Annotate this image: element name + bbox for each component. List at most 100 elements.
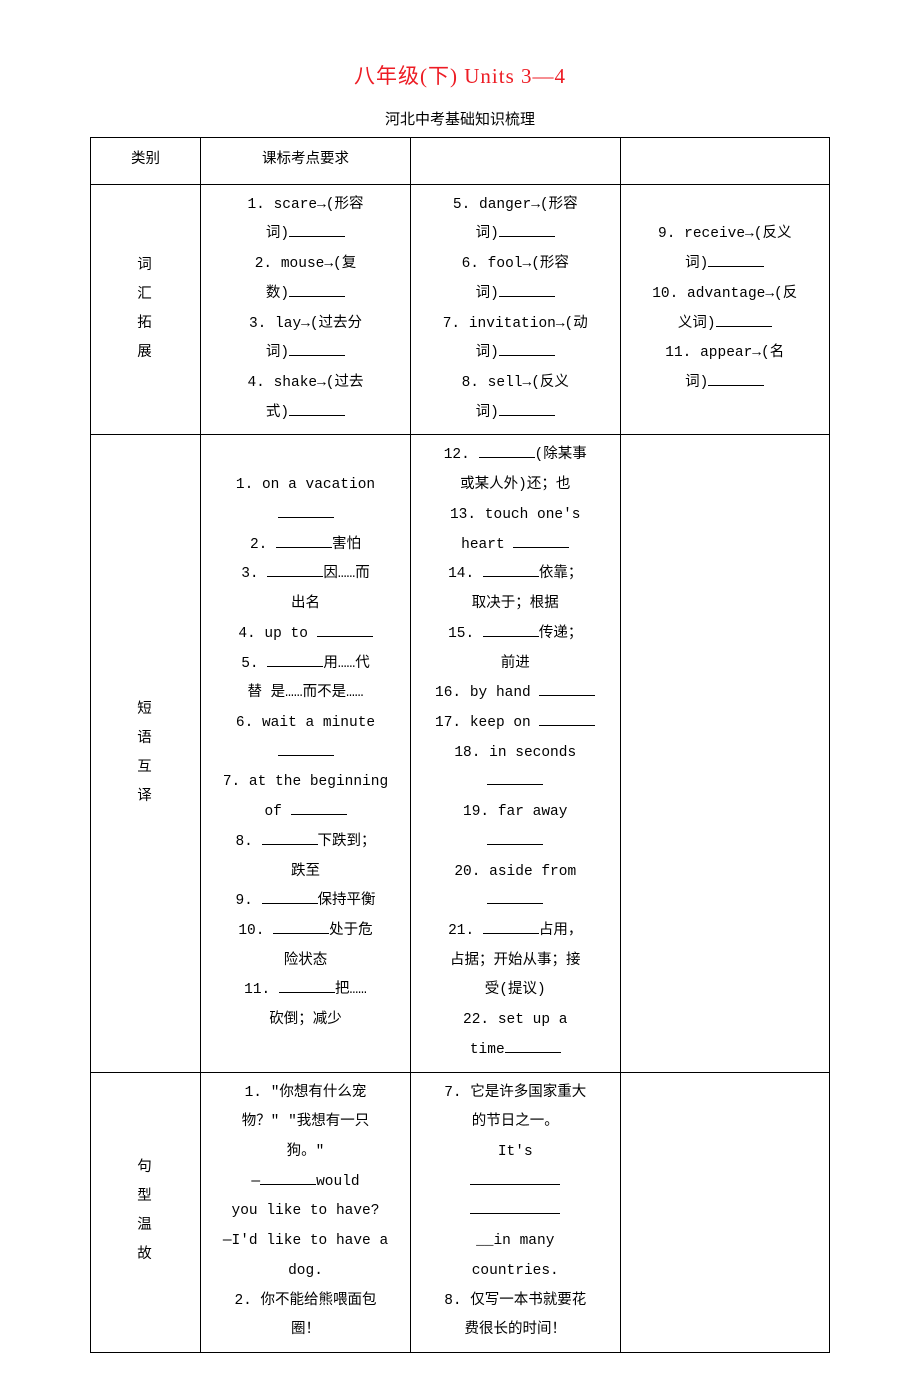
p10c: 险状态 [284, 953, 328, 969]
p7a: 7. at the beginning [223, 774, 388, 790]
p8c: 跌至 [291, 864, 320, 880]
vocab-label-1: 词 [137, 258, 154, 274]
p2b: 害怕 [332, 537, 361, 553]
s1e: would [316, 1174, 360, 1190]
p3c: 出名 [291, 596, 320, 612]
p6: 6. wait a minute [236, 715, 375, 731]
p1: 1. on a vacation [236, 477, 375, 493]
s2b: 圈！ [291, 1322, 320, 1338]
vocab-label-2: 汇 [137, 287, 154, 303]
vocab-label-3: 拓 [137, 316, 154, 332]
v-i7b: 词) [476, 345, 499, 361]
v-i10a: 10. advantage→(反 [652, 286, 797, 302]
p20: 20. aside from [454, 864, 576, 880]
p3b: 因……而 [323, 566, 369, 582]
p8a: 8. [235, 834, 261, 850]
s1g: —I'd like to have a [223, 1233, 388, 1249]
p22a: 22. set up a [463, 1012, 567, 1028]
p9b: 保持平衡 [318, 893, 376, 909]
page-subtitle: 河北中考基础知识梳理 [90, 108, 830, 129]
p5c: 替 是……而不是…… [247, 685, 363, 701]
sent-label-2: 型 [137, 1189, 154, 1205]
p11a: 11. [244, 982, 279, 998]
vocab-label: 词 汇 拓 展 [91, 184, 201, 435]
s8a: 8. 仅写一本书就要花 [444, 1293, 586, 1309]
header-category: 类别 [91, 138, 201, 185]
s2a: 2. 你不能给熊喂面包 [234, 1293, 376, 1309]
v-i2a: 2. mouse→(复 [255, 256, 357, 272]
s7d: __in many [476, 1233, 554, 1249]
v-i6b: 词) [476, 286, 499, 302]
p19: 19. far away [463, 804, 567, 820]
phr-label-4: 译 [137, 789, 154, 805]
p11b: 把…… [335, 982, 367, 998]
v-i3b: 词) [266, 345, 289, 361]
v-i2b: 数) [266, 286, 289, 302]
s7c: It's [498, 1144, 533, 1160]
p5b: 用……代 [323, 656, 369, 672]
sent-label-3: 温 [137, 1218, 154, 1234]
header-requirement: 课标考点要求 [201, 138, 411, 185]
document-page: 八年级(下) Units 3—4 河北中考基础知识梳理 类别 课标考点要求 词 … [0, 0, 920, 1393]
header-c4 [620, 138, 830, 185]
s1f: you like to have? [232, 1203, 380, 1219]
p12b: (除某事 [535, 447, 587, 463]
p21a: 21. [448, 923, 483, 939]
p14c: 取决于；根据 [472, 596, 559, 612]
header-c3 [411, 138, 621, 185]
p21d: 受(提议) [485, 982, 546, 998]
phrases-col2: 1. on a vacation 2. 害怕 3. 因……而 出名 4. up … [201, 435, 411, 1072]
p21c: 占据；开始从事；接 [450, 953, 581, 969]
v-i10b: 义词) [678, 316, 716, 332]
p11c: 砍倒；减少 [269, 1012, 342, 1028]
p18: 18. in seconds [454, 745, 576, 761]
p12c: 或某人外)还；也 [460, 477, 570, 493]
p15c: 前进 [501, 656, 530, 672]
v-i4b: 式) [266, 405, 289, 421]
v-i5b: 词) [476, 226, 499, 242]
s7e: countries. [472, 1263, 559, 1279]
phrases-col4 [620, 435, 830, 1072]
p4: 4. up to [238, 626, 316, 642]
v-i11a: 11. appear→(名 [665, 345, 784, 361]
p12a: 12. [444, 447, 479, 463]
p15a: 15. [448, 626, 483, 642]
phr-label-1: 短 [137, 702, 154, 718]
v-i7a: 7. invitation→(动 [443, 316, 588, 332]
p13b: heart [461, 537, 513, 553]
v-i8a: 8. sell→(反义 [462, 375, 569, 391]
p5a: 5. [241, 656, 267, 672]
s7b: 的节日之一。 [472, 1114, 559, 1130]
phrases-label: 短 语 互 译 [91, 435, 201, 1072]
vocab-col2: 1. scare→(形容 词) 2. mouse→(复 数) 3. lay→(过… [201, 184, 411, 435]
phrases-row: 短 语 互 译 1. on a vacation 2. 害怕 3. 因……而 出… [91, 435, 830, 1072]
sentences-col3: 7. 它是许多国家重大 的节日之一。 It's __in many countr… [411, 1072, 621, 1352]
sentences-col4 [620, 1072, 830, 1352]
v-i8b: 词) [476, 405, 499, 421]
p9a: 9. [235, 893, 261, 909]
s1a: 1. "你想有什么宠 [245, 1085, 367, 1101]
header-row: 类别 课标考点要求 [91, 138, 830, 185]
v-i1a: 1. scare→(形容 [247, 197, 363, 213]
p10b: 处于危 [329, 923, 373, 939]
sentences-col2: 1. "你想有什么宠 物？" "我想有一只 狗。" —would you lik… [201, 1072, 411, 1352]
v-i3a: 3. lay→(过去分 [249, 316, 362, 332]
sent-label-1: 句 [137, 1160, 154, 1176]
sentences-row: 句 型 温 故 1. "你想有什么宠 物？" "我想有一只 狗。" —would… [91, 1072, 830, 1352]
v-i4a: 4. shake→(过去 [247, 375, 363, 391]
v-i11b: 词) [685, 375, 708, 391]
p16: 16. by hand [435, 685, 539, 701]
p14b: 依靠； [539, 566, 583, 582]
vocab-col4: 9. receive→(反义 词) 10. advantage→(反 义词) 1… [620, 184, 830, 435]
s1b: 物？" "我想有一只 [242, 1114, 370, 1130]
p21b: 占用， [539, 923, 583, 939]
s1d: — [251, 1174, 260, 1190]
p17: 17. keep on [435, 715, 539, 731]
p3a: 3. [241, 566, 267, 582]
v-i6a: 6. fool→(形容 [462, 256, 569, 272]
v-i1b: 词) [266, 226, 289, 242]
vocab-row: 词 汇 拓 展 1. scare→(形容 词) 2. mouse→(复 数) 3… [91, 184, 830, 435]
v-i9a: 9. receive→(反义 [658, 226, 791, 242]
phr-label-3: 互 [137, 760, 154, 776]
vocab-label-4: 展 [137, 345, 154, 361]
